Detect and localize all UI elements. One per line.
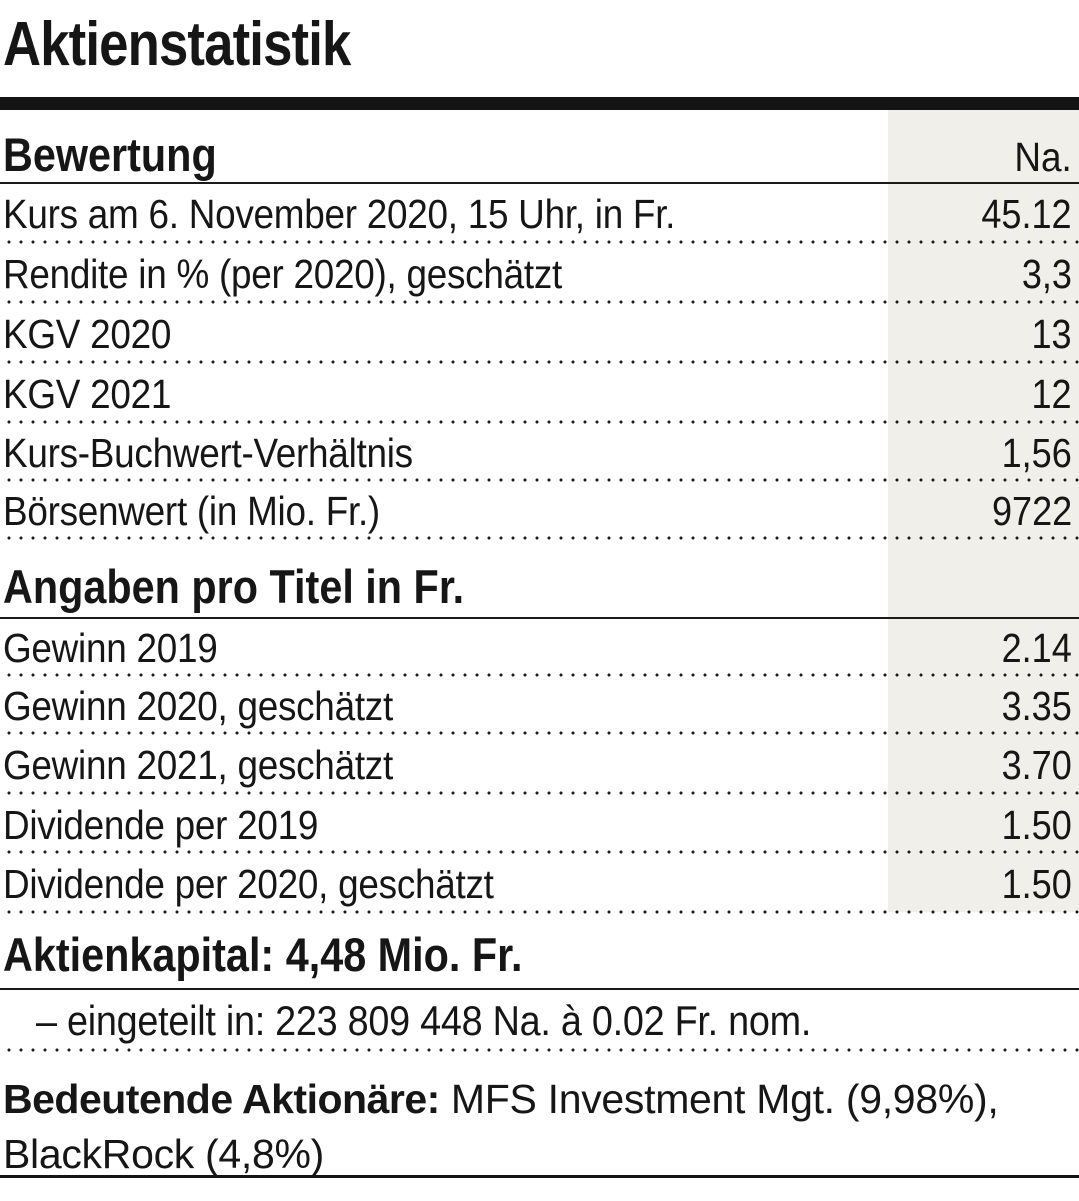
row-value: 3,3 — [1021, 251, 1072, 297]
row-label: KGV 2020 — [3, 311, 172, 357]
row-value: 1,56 — [1001, 430, 1072, 476]
dotted-separator — [0, 240, 1079, 244]
row-label: Gewinn 2020, geschätzt — [3, 683, 393, 729]
dotted-separator — [0, 300, 1079, 304]
bottom-rule — [0, 1175, 1079, 1178]
table-row: Kurs-Buchwert-Verhältnis 1,56 — [0, 424, 1079, 478]
row-value: 3.70 — [1001, 742, 1072, 788]
dotted-separator — [0, 731, 1079, 735]
dotted-separator — [0, 850, 1079, 854]
table-row: Dividende per 2020, geschätzt 1.50 — [0, 854, 1079, 910]
shareholders-names: MFS Investment Mgt. (9,98%), BlackRock (… — [3, 1076, 999, 1177]
table-row: Rendite in % (per 2020), geschätzt 3,3 — [0, 244, 1079, 300]
row-value: 1.50 — [1001, 861, 1072, 907]
row-label: Rendite in % (per 2020), geschätzt — [3, 251, 562, 297]
dotted-separator — [0, 673, 1079, 677]
row-value: 9722 — [991, 488, 1072, 534]
top-rule — [0, 97, 1079, 110]
table-row: Gewinn 2021, geschätzt 3.70 — [0, 735, 1079, 791]
capital-underline — [0, 988, 1079, 990]
dotted-separator — [0, 420, 1079, 424]
row-label: Kurs-Buchwert-Verhältnis — [3, 430, 413, 476]
row-value: 13 — [1031, 311, 1072, 357]
section-header-angaben: Angaben pro Titel in Fr. — [3, 560, 465, 613]
row-label: Dividende per 2020, geschätzt — [3, 861, 494, 907]
shareholders-paragraph: Bedeutende Aktionäre: MFS Investment Mgt… — [0, 1072, 1079, 1182]
row-label: Gewinn 2021, geschätzt — [3, 742, 393, 788]
row-label: Gewinn 2019 — [3, 625, 218, 671]
page-title-text: Aktienstatistik — [3, 10, 351, 79]
section-header-bewertung: Bewertung — [3, 128, 217, 181]
capital-heading: Aktienkapital: 4,48 Mio. Fr. — [3, 928, 523, 981]
table-row: Börsenwert (in Mio. Fr.) 9722 — [0, 482, 1079, 536]
shareholders-label: Bedeutende Aktionäre: — [3, 1076, 440, 1122]
dotted-separator — [0, 478, 1079, 482]
table-row: Dividende per 2019 1.50 — [0, 795, 1079, 850]
capital-detail-text: – eingeteilt in: 223 809 448 Na. à 0.02 … — [36, 997, 812, 1044]
table-row: KGV 2020 13 — [0, 304, 1079, 360]
row-value: 45.12 — [981, 191, 1072, 237]
table-row: KGV 2021 12 — [0, 364, 1079, 420]
capital-heading-row: Aktienkapital: 4,48 Mio. Fr. — [0, 926, 1079, 986]
row-label: KGV 2021 — [3, 371, 172, 417]
page-title: Aktienstatistik — [3, 14, 412, 76]
header-underline — [0, 617, 1079, 619]
row-label: Börsenwert (in Mio. Fr.) — [3, 488, 380, 534]
table-row: Gewinn 2019 2.14 — [0, 619, 1079, 673]
dotted-separator — [0, 536, 1079, 540]
header-underline — [0, 182, 1079, 184]
row-label: Kurs am 6. November 2020, 15 Uhr, in Fr. — [3, 191, 676, 237]
section-header-row-angaben: Angaben pro Titel in Fr. — [0, 556, 1079, 614]
section-header-row-bewertung: Bewertung Na. — [0, 128, 1079, 182]
row-value: 3.35 — [1001, 683, 1072, 729]
dotted-separator — [0, 791, 1079, 795]
table-row: Kurs am 6. November 2020, 15 Uhr, in Fr.… — [0, 184, 1079, 240]
dotted-separator — [0, 910, 1079, 914]
row-value: 12 — [1031, 371, 1072, 417]
row-value: 2.14 — [1001, 625, 1072, 671]
dotted-separator — [0, 360, 1079, 364]
row-label: Dividende per 2019 — [3, 801, 319, 848]
column-header-na: Na. — [1014, 134, 1072, 180]
capital-detail-row: – eingeteilt in: 223 809 448 Na. à 0.02 … — [0, 990, 1079, 1048]
dotted-separator — [0, 1048, 1079, 1052]
row-value: 1.50 — [1001, 801, 1072, 848]
table-row: Gewinn 2020, geschätzt 3.35 — [0, 677, 1079, 731]
